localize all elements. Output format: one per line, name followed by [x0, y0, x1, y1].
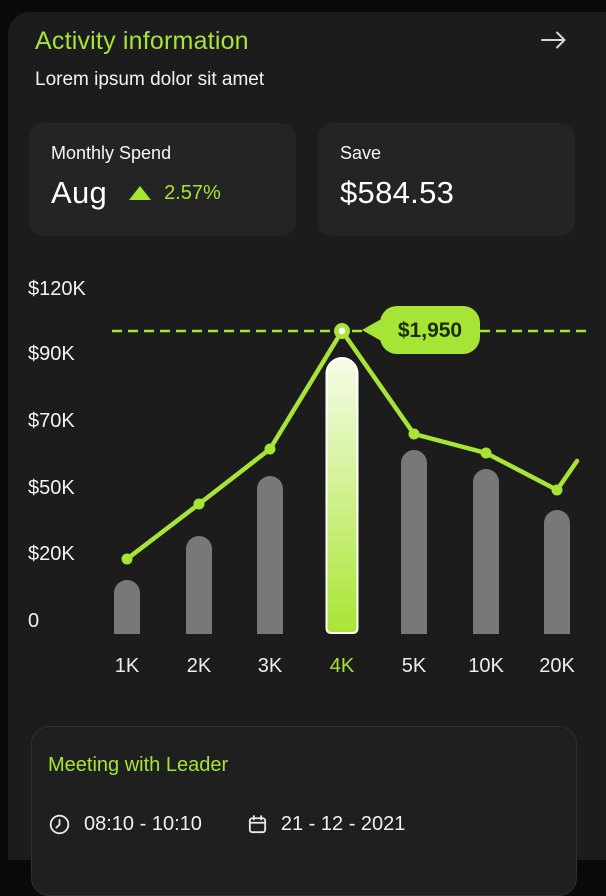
svg-text:$70K: $70K: [28, 410, 75, 432]
svg-text:$90K: $90K: [28, 343, 75, 365]
svg-text:5K: 5K: [402, 655, 427, 677]
svg-text:$120K: $120K: [28, 278, 86, 300]
page-subtitle: Lorem ipsum dolor sit amet: [35, 69, 265, 90]
svg-text:$50K: $50K: [28, 477, 75, 499]
activity-chart[interactable]: $120K $90K $70K $50K $20K 0 $1,950 1K 2K 3K 4K 5K 10…: [0, 260, 606, 690]
monthly-spend-card: Monthly Spend Aug 2.57%: [29, 123, 296, 236]
svg-text:3K: 3K: [258, 655, 283, 677]
calendar-icon: [246, 813, 269, 836]
trend-percentage: 2.57%: [164, 181, 221, 204]
monthly-spend-value: Aug: [51, 175, 108, 210]
meeting-time: 08:10 - 10:10: [84, 813, 202, 835]
activity-chart-container: $120K $90K $70K $50K $20K 0 $1,950 1K 2K 3K 4K 5K 10…: [0, 260, 606, 690]
save-value: $584.53: [340, 175, 455, 210]
svg-text:0: 0: [28, 610, 39, 632]
page-title: Activity information: [35, 27, 249, 55]
save-card: Save $584.53: [318, 123, 575, 236]
trend-up-icon: [129, 186, 152, 200]
meeting-card[interactable]: Meeting with Leader 08:10 - 10:10 21 - 1…: [31, 726, 577, 896]
svg-text:$20K: $20K: [28, 543, 75, 565]
forward-arrow-button[interactable]: [538, 26, 570, 54]
right-arrow-icon: [541, 31, 566, 49]
svg-text:10K: 10K: [468, 655, 504, 677]
meeting-date: 21 - 12 - 2021: [280, 813, 406, 835]
monthly-spend-label: Monthly Spend: [51, 143, 172, 163]
svg-text:4K: 4K: [330, 655, 355, 677]
svg-text:2K: 2K: [187, 655, 212, 677]
meeting-title: Meeting with Leader: [48, 754, 229, 776]
svg-text:$1,950: $1,950: [398, 319, 462, 342]
svg-text:20K: 20K: [539, 655, 575, 677]
save-label: Save: [340, 143, 382, 163]
svg-text:1K: 1K: [115, 655, 140, 677]
clock-icon: [48, 813, 71, 836]
